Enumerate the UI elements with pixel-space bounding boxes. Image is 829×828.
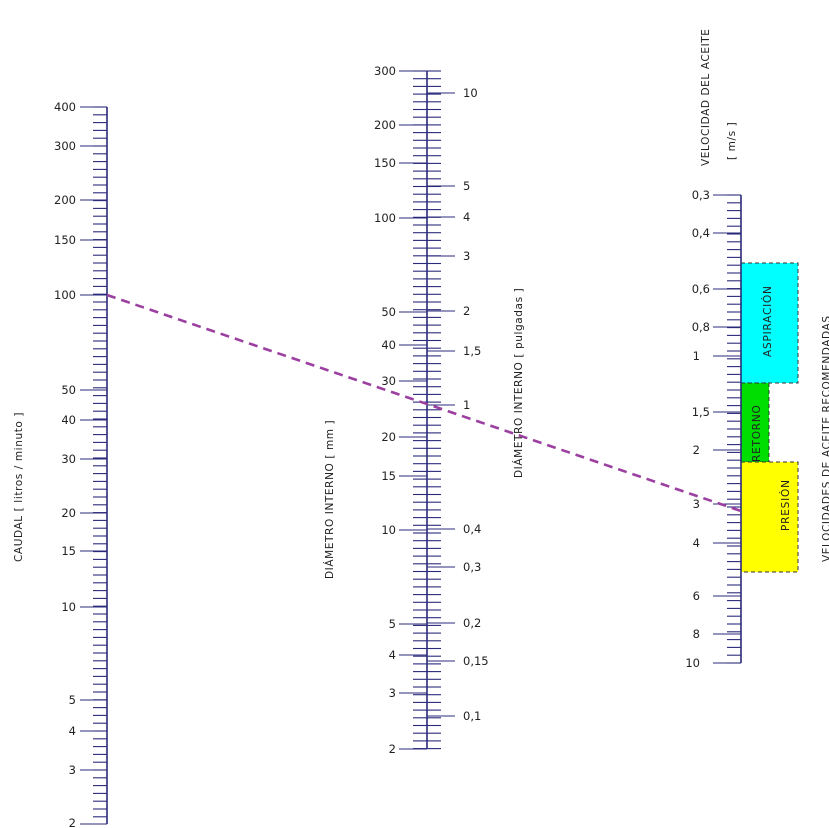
zone-presion — [740, 461, 799, 573]
vel-label-4: 4 — [693, 536, 700, 550]
vel-label-0-6: 0,6 — [692, 282, 710, 296]
vel-label-0-3: 0,3 — [692, 188, 710, 202]
dmm-label-20: 20 — [381, 430, 396, 444]
velocidad-title: VELOCIDAD DEL ACEITE — [700, 28, 712, 166]
caudal-label-400: 400 — [54, 100, 76, 114]
caudal-label-40: 40 — [61, 413, 76, 427]
din-label-0-4: 0,4 — [463, 522, 481, 536]
caudal-label-10: 10 — [61, 600, 76, 614]
example-dashed-line — [106, 293, 742, 513]
vel-label-1-5: 1,5 — [692, 405, 710, 419]
caudal-label-2: 2 — [69, 816, 76, 828]
vel-label-6: 6 — [693, 589, 700, 603]
velocidad-unit: [ m/s ] — [726, 122, 738, 160]
din-label-1: 1 — [463, 398, 470, 412]
dmm-label-15: 15 — [381, 469, 396, 483]
din-label-0-1: 0,1 — [463, 709, 481, 723]
din-label-0-2: 0,2 — [463, 616, 481, 630]
dmm-label-4: 4 — [389, 648, 396, 662]
din-label-4: 4 — [463, 210, 470, 224]
caudal-label-50: 50 — [61, 383, 76, 397]
vel-label-2: 2 — [693, 443, 700, 457]
vel-label-3: 3 — [693, 497, 700, 511]
caudal-label-300: 300 — [54, 139, 76, 153]
zone-presion-label: PRESIÓN — [779, 479, 792, 531]
diametro-axis: 300 200 150 100 50 40 30 20 15 10 5 4 3 … — [374, 64, 489, 756]
caudal-label-200: 200 — [54, 193, 76, 207]
dmm-label-40: 40 — [381, 338, 396, 352]
din-label-1-5: 1,5 — [463, 344, 481, 358]
dmm-label-150: 150 — [374, 156, 396, 170]
vel-label-0-4: 0,4 — [692, 226, 710, 240]
caudal-label-5: 5 — [69, 693, 76, 707]
caudal-label-30: 30 — [61, 452, 76, 466]
dmm-label-300: 300 — [374, 64, 396, 78]
din-label-0-3: 0,3 — [463, 560, 481, 574]
caudal-label-20: 20 — [61, 506, 76, 520]
zone-retorno-label: RETORNO — [751, 404, 763, 462]
din-label-0-15: 0,15 — [463, 654, 489, 668]
vel-label-0-8: 0,8 — [692, 320, 710, 334]
dmm-label-50: 50 — [381, 305, 396, 319]
dmm-label-100: 100 — [374, 211, 396, 225]
vel-label-1: 1 — [693, 349, 700, 363]
caudal-label-4: 4 — [69, 724, 76, 738]
velocidad-axis: 0,3 0,4 0,6 0,8 1 1,5 2 3 4 6 8 10 — [685, 188, 742, 670]
caudal-title: CAUDAL [ litros / minuto ] — [13, 412, 25, 562]
caudal-label-100: 100 — [54, 288, 76, 302]
dmm-label-2: 2 — [389, 742, 396, 756]
zone-aspiracion — [740, 262, 799, 384]
din-label-10: 10 — [463, 86, 478, 100]
diametro-mm-title: DIÁMETRO INTERNO [ mm ] — [323, 420, 336, 579]
caudal-label-150: 150 — [54, 233, 76, 247]
caudal-label-15: 15 — [61, 544, 76, 558]
caudal-axis: 400 300 200 150 100 50 40 30 20 15 10 5 … — [54, 100, 108, 828]
dmm-label-10: 10 — [381, 523, 396, 537]
din-label-2: 2 — [463, 304, 470, 318]
vel-label-8: 8 — [693, 627, 700, 641]
dmm-label-200: 200 — [374, 118, 396, 132]
din-label-3: 3 — [463, 249, 470, 263]
dmm-label-3: 3 — [389, 686, 396, 700]
zone-retorno — [740, 382, 770, 463]
dmm-label-5: 5 — [389, 617, 396, 631]
diametro-in-title: DIÁMETRO INTERNO [ pulgadas ] — [512, 288, 525, 478]
caudal-label-3: 3 — [69, 763, 76, 777]
dmm-label-30: 30 — [381, 374, 396, 388]
din-label-5: 5 — [463, 179, 470, 193]
vel-label-10: 10 — [685, 656, 700, 670]
recomendadas-title: VELOCIDADES DE ACEITE RECOMENDADAS — [821, 315, 829, 562]
zone-aspiracion-label: ASPIRACIÓN — [761, 285, 774, 357]
